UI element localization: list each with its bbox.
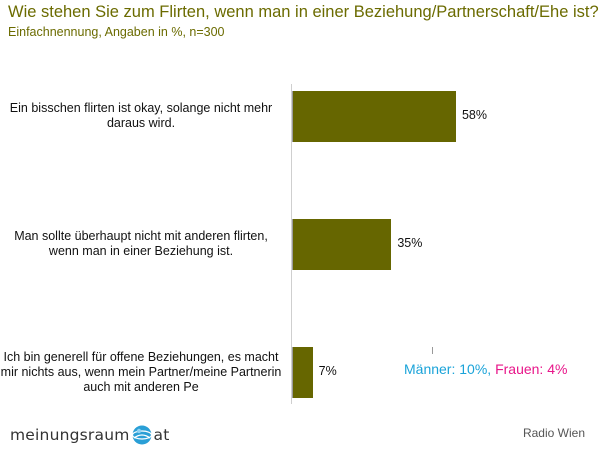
maenner-value: Männer: 10%, [404,361,492,377]
source-label: Radio Wien [522,426,585,440]
chart-title: Wie stehen Sie zum Flirten, wenn man in … [8,3,599,21]
meinungsraum-logo: meinungsraum at [10,420,170,450]
logo-text-right: at [153,426,170,444]
tick-mark [432,347,433,354]
chart-subtitle: Einfachnennung, Angaben in %, n=300 [8,25,225,39]
category-label: Ich bin generell für offene Beziehungen,… [0,349,282,394]
value-label: 7% [318,364,337,378]
gender-breakdown-note: Männer: 10%, Frauen: 4% [404,361,567,377]
bar [292,218,392,270]
globe-icon [131,425,152,445]
bar [292,346,313,398]
category-label: Ein bisschen flirten ist okay, solange n… [9,101,273,130]
bar [292,90,456,142]
value-label: 35% [397,236,423,250]
category-label: Man sollte überhaupt nicht mit anderen f… [14,229,268,258]
category-axis-line [291,84,292,404]
logo-text-left: meinungsraum [10,426,130,444]
value-label: 58% [461,108,487,122]
frauen-value: Frauen: 4% [495,361,568,377]
